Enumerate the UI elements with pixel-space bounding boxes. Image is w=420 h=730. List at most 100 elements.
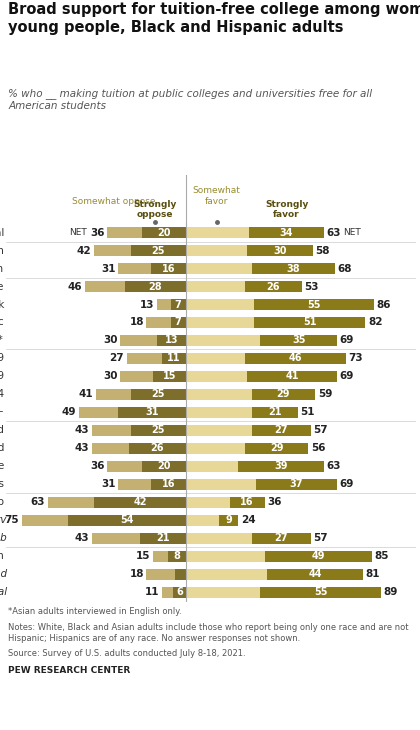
Text: 30-49: 30-49	[0, 372, 4, 382]
Bar	[158, 299, 171, 310]
Bar	[186, 551, 265, 561]
Bar	[245, 353, 346, 364]
Text: Ages 18-29: Ages 18-29	[0, 353, 4, 364]
Text: 28: 28	[148, 282, 162, 291]
Text: 53: 53	[304, 282, 319, 291]
Text: 25: 25	[152, 426, 165, 435]
Bar	[153, 372, 186, 382]
Text: 30: 30	[103, 372, 118, 382]
Text: PEW RESEARCH CENTER: PEW RESEARCH CENTER	[8, 666, 131, 675]
Text: Women: Women	[0, 264, 4, 274]
Text: 16: 16	[162, 264, 175, 274]
Bar	[256, 479, 337, 490]
Bar	[249, 227, 324, 238]
Text: 86: 86	[377, 299, 391, 310]
Text: 31: 31	[101, 480, 116, 489]
Text: Somewhat oppose: Somewhat oppose	[72, 197, 155, 206]
Text: 34: 34	[280, 228, 293, 237]
Bar	[186, 569, 267, 580]
Text: Men: Men	[0, 245, 4, 255]
Text: 26: 26	[267, 282, 280, 291]
Bar	[142, 227, 186, 238]
Bar	[186, 281, 245, 292]
Text: Asian*: Asian*	[0, 336, 4, 345]
Bar	[118, 479, 151, 490]
Bar	[239, 461, 324, 472]
Text: 16: 16	[162, 480, 175, 489]
Text: Cons/Mod: Cons/Mod	[0, 569, 8, 580]
Bar	[186, 372, 247, 382]
Bar	[245, 443, 309, 453]
Text: 31: 31	[145, 407, 159, 418]
Text: Strongly
favor: Strongly favor	[265, 199, 308, 219]
Text: 9: 9	[225, 515, 232, 526]
Bar	[186, 245, 247, 255]
Text: 85: 85	[375, 551, 389, 561]
Text: 63: 63	[326, 228, 341, 237]
Text: 63: 63	[31, 497, 45, 507]
Text: 46: 46	[289, 353, 302, 364]
Text: Source: Survey of U.S. adults conducted July 8-18, 2021.: Source: Survey of U.S. adults conducted …	[8, 649, 246, 658]
Text: 69: 69	[340, 336, 354, 345]
Bar	[92, 443, 129, 453]
Text: 44: 44	[308, 569, 322, 580]
Text: 13: 13	[165, 336, 178, 345]
Bar	[79, 407, 118, 418]
Text: Mod/Lib: Mod/Lib	[0, 534, 8, 543]
Bar	[267, 569, 363, 580]
Text: 43: 43	[74, 534, 89, 543]
Bar	[247, 245, 313, 255]
Text: Broad support for tuition-free college among women,
young people, Black and Hisp: Broad support for tuition-free college a…	[8, 2, 420, 35]
Bar	[162, 587, 173, 598]
Bar	[230, 497, 265, 507]
Text: 37: 37	[290, 480, 303, 489]
Bar	[252, 407, 297, 418]
Bar	[260, 335, 337, 346]
Text: 57: 57	[313, 426, 328, 435]
Bar	[186, 443, 245, 453]
Text: 21: 21	[156, 534, 170, 543]
Text: 59: 59	[318, 390, 332, 399]
Text: 18: 18	[129, 569, 144, 580]
Bar	[125, 281, 186, 292]
Bar	[147, 318, 171, 328]
Bar	[252, 425, 311, 436]
Text: 51: 51	[303, 318, 316, 328]
Bar	[171, 299, 186, 310]
Text: 27: 27	[274, 534, 288, 543]
Text: 25: 25	[152, 245, 165, 255]
Text: 15: 15	[136, 551, 150, 561]
Text: 65+: 65+	[0, 407, 4, 418]
Bar	[252, 389, 315, 400]
Text: 36: 36	[90, 461, 105, 472]
Text: 50-64: 50-64	[0, 390, 4, 399]
Text: Some college: Some college	[0, 461, 4, 472]
Text: 55: 55	[314, 588, 327, 597]
Text: 15: 15	[163, 372, 176, 382]
Bar	[107, 227, 142, 238]
Text: 30: 30	[103, 336, 118, 345]
Text: 41: 41	[285, 372, 299, 382]
Bar	[131, 245, 186, 255]
Text: 51: 51	[300, 407, 315, 418]
Bar	[131, 425, 186, 436]
Text: 41: 41	[79, 390, 94, 399]
Text: 42: 42	[133, 497, 147, 507]
Bar	[186, 299, 254, 310]
Bar	[94, 245, 131, 255]
Text: 75: 75	[4, 515, 19, 526]
Text: 20: 20	[157, 228, 171, 237]
Text: 56: 56	[311, 443, 326, 453]
Bar	[92, 533, 140, 544]
Bar	[247, 372, 337, 382]
Text: Hispanic: Hispanic	[0, 318, 4, 328]
Bar	[186, 335, 260, 346]
Text: NET: NET	[70, 228, 87, 237]
Bar	[118, 264, 151, 274]
Bar	[120, 372, 153, 382]
Text: 81: 81	[366, 569, 381, 580]
Bar	[162, 353, 186, 364]
Bar	[186, 389, 252, 400]
Text: 36: 36	[267, 497, 282, 507]
Text: 13: 13	[140, 299, 155, 310]
